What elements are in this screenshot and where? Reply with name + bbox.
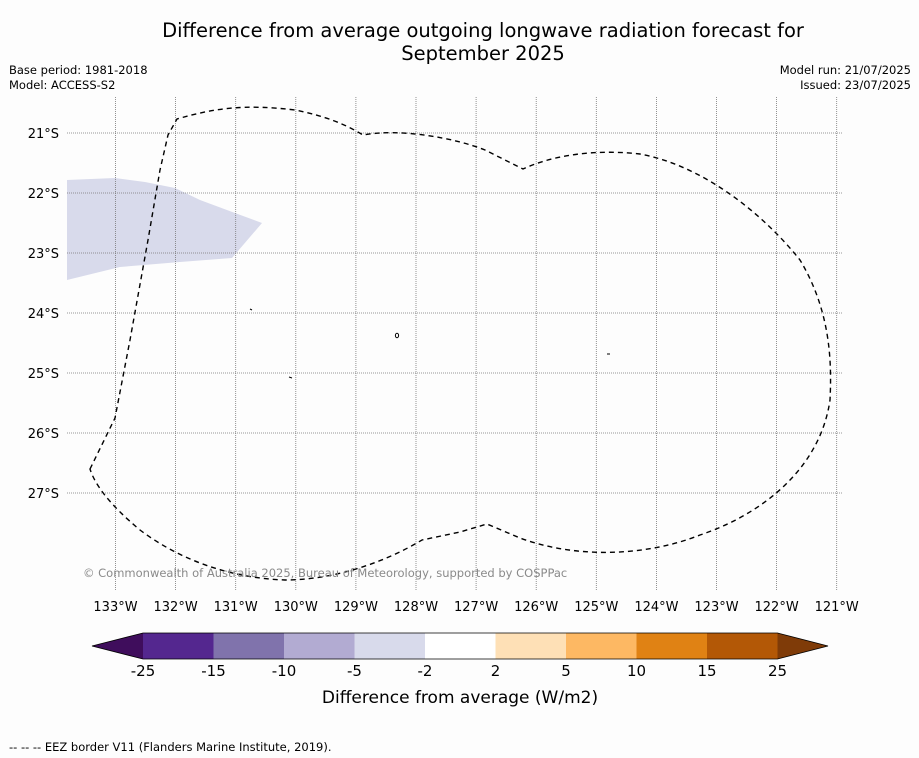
colorbar-segment (143, 633, 214, 659)
lon-labels: 133°W 132°W 131°W 130°W 129°W 128°W 127°… (93, 600, 859, 615)
map-title: Difference from average outgoing longwav… (0, 19, 919, 65)
lat-label: 24°S (28, 307, 59, 322)
lon-label: 123°W (694, 600, 738, 615)
island-1 (249, 308, 253, 311)
copyright-notice: © Commonwealth of Australia 2025, Bureau… (83, 566, 567, 580)
colorbar-segment (425, 633, 496, 659)
colorbar-tick: -15 (201, 662, 226, 680)
colorbar-label: Difference from average (W/m2) (322, 688, 598, 708)
lat-label: 21°S (28, 127, 59, 142)
lon-label: 126°W (514, 600, 558, 615)
lat-label: 25°S (28, 367, 59, 382)
eez-border (89, 106, 832, 581)
colorbar-tick: 10 (627, 662, 646, 680)
colorbar-segment (707, 633, 778, 659)
colorbar-low-extend (92, 633, 143, 659)
lon-label: 133°W (93, 600, 137, 615)
lon-label: 127°W (454, 600, 498, 615)
colorbar-segment (284, 633, 355, 659)
colorbar-segment (213, 633, 284, 659)
eez-legend-footer: -- -- -- EEZ border V11 (Flanders Marine… (9, 740, 332, 754)
meta-left: Base period: 1981-2018 Model: ACCESS-S2 (9, 63, 148, 93)
colorbar-tick: 15 (697, 662, 716, 680)
colorbar-high-extend (777, 633, 828, 659)
map-panel: © Commonwealth of Australia 2025, Bureau… (67, 97, 843, 590)
meta-right: Model run: 21/07/2025 Issued: 23/07/2025 (780, 63, 911, 93)
colorbar-tick: 2 (491, 662, 501, 680)
island-markers (249, 308, 610, 379)
lon-label: 124°W (634, 600, 678, 615)
colorbar-tick: 5 (561, 662, 571, 680)
lon-label: 125°W (574, 600, 618, 615)
colorbar-segment (354, 633, 425, 659)
lon-label: 129°W (334, 600, 378, 615)
graticule (67, 97, 843, 590)
colorbar-ticks: -25 -15 -10 -5 -2 2 5 10 15 25 (131, 662, 787, 680)
base-period: Base period: 1981-2018 (9, 63, 148, 77)
colorbar-segment (566, 633, 637, 659)
colorbar-tick: -10 (272, 662, 297, 680)
colorbar-segment (636, 633, 707, 659)
lat-label: 26°S (28, 427, 59, 442)
issued-date: Issued: 23/07/2025 (800, 78, 911, 92)
title-line-1: Difference from average outgoing longwav… (162, 19, 804, 42)
colorbar-tick: -25 (131, 662, 156, 680)
colorbar-tick: -5 (347, 662, 362, 680)
lat-label: 23°S (28, 247, 59, 262)
anomaly-shaded-region (67, 178, 262, 280)
lat-label: 22°S (28, 187, 59, 202)
model-name: Model: ACCESS-S2 (9, 78, 116, 92)
colorbar-segment (495, 633, 566, 659)
lat-labels: 21°S 22°S 23°S 24°S 25°S 26°S 27°S (28, 127, 59, 502)
lon-label: 132°W (154, 600, 198, 615)
colorbar: -25 -15 -10 -5 -2 2 5 10 15 25 Differenc… (91, 632, 829, 708)
lon-label: 128°W (394, 600, 438, 615)
lon-label: 122°W (755, 600, 799, 615)
colorbar-tick: -2 (418, 662, 433, 680)
model-run: Model run: 21/07/2025 (779, 63, 911, 77)
lon-label: 121°W (815, 600, 859, 615)
lat-label: 27°S (28, 487, 59, 502)
island-3 (394, 332, 400, 339)
colorbar-outline (91, 632, 829, 660)
island-2 (288, 376, 293, 379)
colorbar-tick: 25 (768, 662, 787, 680)
lon-label: 130°W (274, 600, 318, 615)
title-line-2: September 2025 (401, 42, 565, 65)
lon-label: 131°W (214, 600, 258, 615)
